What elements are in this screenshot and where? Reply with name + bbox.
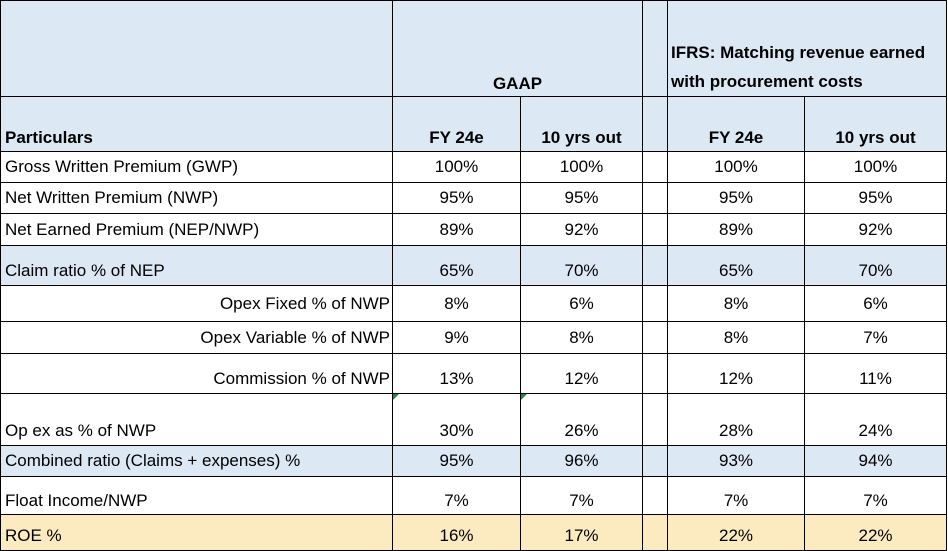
gaap-10yrs-value: 92% — [520, 213, 643, 246]
row-label: Claim ratio % of NEP — [0, 245, 393, 286]
gaap-10yrs-value: 70% — [520, 245, 643, 286]
ifrs-fy24-value: 93% — [667, 445, 805, 477]
gaap-fy24-value: 8% — [392, 285, 521, 322]
gaap-fy24-value: 95% — [392, 445, 521, 477]
ifrs-10yrs-value: 94% — [804, 445, 947, 477]
ifrs-fy24-value: 95% — [667, 182, 805, 214]
table-row: Commission % of NWP 13% 12% 12% 11% — [0, 353, 947, 394]
gaap-fy24-value: 100% — [392, 151, 521, 183]
gaap-fy24-value: 65% — [392, 245, 521, 286]
ifrs-fy24-value: 89% — [667, 213, 805, 246]
ifrs-fy24-value: 8% — [667, 285, 805, 322]
column-header-row: Particulars FY 24e 10 yrs out FY 24e 10 … — [0, 96, 947, 152]
ifrs-10yrs-value: 7% — [804, 321, 947, 354]
ifrs-header: IFRS: Matching revenue earned with procu… — [667, 0, 947, 97]
gaap-fy24-value: 9% — [392, 321, 521, 354]
gaap-fy24-value: 89% — [392, 213, 521, 246]
ifrs-fy24-value: 7% — [667, 476, 805, 515]
gaap-fy24-value: 13% — [392, 353, 521, 394]
ifrs-fy24-value: 12% — [667, 353, 805, 394]
ifrs-10yrs-value: 92% — [804, 213, 947, 246]
table-row: Claim ratio % of NEP 65% 70% 65% 70% — [0, 245, 947, 286]
header-spacer-cell — [642, 0, 668, 97]
gaap-10yrs-value: 17% — [520, 514, 643, 551]
row-label: Commission % of NWP — [0, 353, 393, 394]
row-label: Opex Variable % of NWP — [0, 321, 393, 354]
gaap-header: GAAP — [392, 0, 643, 97]
spacer-cell — [642, 476, 668, 515]
ifrs-10yrs-value: 11% — [804, 353, 947, 394]
spacer-cell — [642, 151, 668, 183]
spacer-cell — [642, 353, 668, 394]
ifrs-10yrs-value: 6% — [804, 285, 947, 322]
ifrs-10yrs-value: 24% — [804, 393, 947, 446]
row-label: Net Written Premium (NWP) — [0, 182, 393, 214]
ifrs-fy24-header: FY 24e — [667, 96, 805, 152]
gaap-fy24-value: 7% — [392, 476, 521, 515]
gaap-10yrs-value: 100% — [520, 151, 643, 183]
table-row: Gross Written Premium (GWP) 100% 100% 10… — [0, 151, 947, 183]
spacer-cell — [642, 213, 668, 246]
ifrs-fy24-value: 65% — [667, 245, 805, 286]
spacer-cell — [642, 285, 668, 322]
particulars-header: Particulars — [0, 96, 393, 152]
ifrs-fy24-value: 28% — [667, 393, 805, 446]
gaap-fy24-value: 30% — [392, 393, 521, 446]
table-row: Float Income/NWP 7% 7% 7% 7% — [0, 476, 947, 515]
ifrs-fy24-value: 100% — [667, 151, 805, 183]
gaap-fy24-value: 95% — [392, 182, 521, 214]
ifrs-10yrs-value: 70% — [804, 245, 947, 286]
spacer-cell — [642, 245, 668, 286]
ifrs-fy24-value: 8% — [667, 321, 805, 354]
gaap-10yrs-value: 12% — [520, 353, 643, 394]
ifrs-10yrs-header: 10 yrs out — [804, 96, 947, 152]
gaap-10yrs-value: 96% — [520, 445, 643, 477]
table-row: Opex Variable % of NWP 9% 8% 8% 7% — [0, 321, 947, 354]
gaap-10yrs-value: 95% — [520, 182, 643, 214]
gaap-10yrs-header: 10 yrs out — [520, 96, 643, 152]
ifrs-10yrs-value: 95% — [804, 182, 947, 214]
table-row: Opex Fixed % of NWP 8% 6% 8% 6% — [0, 285, 947, 322]
spacer-cell — [642, 445, 668, 477]
gaap-fy24-value: 16% — [392, 514, 521, 551]
ifrs-10yrs-value: 7% — [804, 476, 947, 515]
table-row-roe: ROE % 16% 17% 22% 22% — [0, 514, 947, 551]
gaap-10yrs-value: 26% — [520, 393, 643, 446]
ifrs-10yrs-value: 100% — [804, 151, 947, 183]
table-row: Combined ratio (Claims + expenses) % 95%… — [0, 445, 947, 477]
gaap-fy24-header: FY 24e — [392, 96, 521, 152]
spacer-cell — [642, 393, 668, 446]
gaap-10yrs-value: 7% — [520, 476, 643, 515]
table-row: Net Earned Premium (NEP/NWP) 89% 92% 89%… — [0, 213, 947, 246]
spacer-cell — [642, 182, 668, 214]
spacer-cell — [642, 96, 668, 152]
row-label: Opex Fixed % of NWP — [0, 285, 393, 322]
table-row: Net Written Premium (NWP) 95% 95% 95% 95… — [0, 182, 947, 214]
ifrs-fy24-value: 22% — [667, 514, 805, 551]
header-blank-cell — [0, 0, 393, 97]
row-label: ROE % — [0, 514, 393, 551]
gaap-10yrs-value: 6% — [520, 285, 643, 322]
row-label: Op ex as % of NWP — [0, 393, 393, 446]
row-label: Float Income/NWP — [0, 476, 393, 515]
header-row-top: GAAP IFRS: Matching revenue earned with … — [0, 0, 947, 97]
table-row: Op ex as % of NWP 30% 26% 28% 24% — [0, 393, 947, 446]
gaap-10yrs-value: 8% — [520, 321, 643, 354]
ifrs-10yrs-value: 22% — [804, 514, 947, 551]
row-label: Net Earned Premium (NEP/NWP) — [0, 213, 393, 246]
spacer-cell — [642, 321, 668, 354]
row-label: Combined ratio (Claims + expenses) % — [0, 445, 393, 477]
spacer-cell — [642, 514, 668, 551]
row-label: Gross Written Premium (GWP) — [0, 151, 393, 183]
